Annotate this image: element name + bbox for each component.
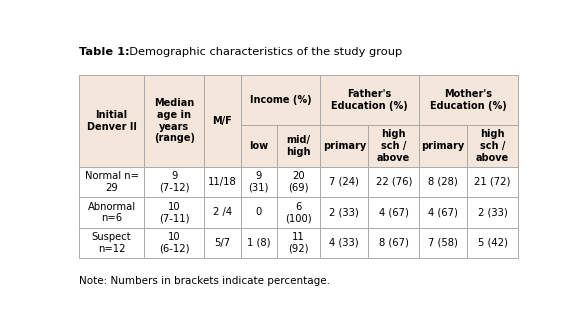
Bar <box>79 197 144 228</box>
Text: 10
(7-11): 10 (7-11) <box>159 202 190 223</box>
Bar <box>205 75 240 166</box>
Bar <box>79 228 144 258</box>
Bar <box>368 166 419 197</box>
Text: 0: 0 <box>255 207 262 217</box>
Text: 22 (76): 22 (76) <box>376 177 412 187</box>
Bar <box>467 197 518 228</box>
Bar <box>205 197 240 228</box>
Text: 8 (28): 8 (28) <box>428 177 458 187</box>
Bar <box>419 75 518 125</box>
Bar <box>144 166 205 197</box>
Bar <box>419 228 467 258</box>
Text: Normal n=
29: Normal n= 29 <box>84 171 139 193</box>
Bar <box>419 166 467 197</box>
Text: 20
(69): 20 (69) <box>288 171 309 193</box>
Text: 6
(100): 6 (100) <box>285 202 312 223</box>
Text: 11
(92): 11 (92) <box>288 232 309 254</box>
Bar <box>368 197 419 228</box>
Text: 10
(6-12): 10 (6-12) <box>159 232 190 254</box>
Bar <box>144 228 205 258</box>
Bar <box>277 197 320 228</box>
Bar <box>368 228 419 258</box>
Text: 8 (67): 8 (67) <box>379 238 409 248</box>
Text: 5/7: 5/7 <box>214 238 231 248</box>
Text: 1 (8): 1 (8) <box>247 238 271 248</box>
Text: Median
age in
years
(range): Median age in years (range) <box>154 98 195 143</box>
Text: high
sch /
above: high sch / above <box>476 129 509 162</box>
Bar <box>240 197 277 228</box>
Text: Table 1:: Table 1: <box>79 47 129 57</box>
Text: 11/18: 11/18 <box>208 177 237 187</box>
Bar <box>467 125 518 166</box>
Bar <box>79 166 144 197</box>
Bar <box>419 197 467 228</box>
Bar <box>79 75 144 166</box>
Text: Initial
Denver II: Initial Denver II <box>87 110 136 132</box>
Text: low: low <box>249 141 268 151</box>
Text: 9
(31): 9 (31) <box>249 171 269 193</box>
Text: 21 (72): 21 (72) <box>475 177 511 187</box>
Text: Note: Numbers in brackets indicate percentage.: Note: Numbers in brackets indicate perce… <box>79 276 330 286</box>
Bar <box>144 197 205 228</box>
Text: Mother's
Education (%): Mother's Education (%) <box>430 89 507 111</box>
Text: Abnormal
n=6: Abnormal n=6 <box>87 202 136 223</box>
Bar <box>277 228 320 258</box>
Text: primary: primary <box>421 141 465 151</box>
Text: 2 /4: 2 /4 <box>213 207 232 217</box>
Text: Father's
Education (%): Father's Education (%) <box>331 89 408 111</box>
Bar <box>320 125 368 166</box>
Text: 4 (67): 4 (67) <box>379 207 409 217</box>
Bar <box>240 125 277 166</box>
Text: 4 (33): 4 (33) <box>329 238 359 248</box>
Text: mid/
high: mid/ high <box>286 135 311 157</box>
Bar <box>240 75 320 125</box>
Bar <box>205 228 240 258</box>
Text: high
sch /
above: high sch / above <box>377 129 410 162</box>
Bar <box>320 166 368 197</box>
Bar <box>277 166 320 197</box>
Text: Income (%): Income (%) <box>250 95 311 105</box>
Bar <box>277 125 320 166</box>
Text: 7 (24): 7 (24) <box>329 177 360 187</box>
Text: 7 (58): 7 (58) <box>428 238 458 248</box>
Bar <box>205 166 240 197</box>
Bar <box>320 75 419 125</box>
Text: Suspect
n=12: Suspect n=12 <box>92 232 131 254</box>
Bar <box>419 125 467 166</box>
Bar <box>467 166 518 197</box>
Text: 2 (33): 2 (33) <box>329 207 359 217</box>
Bar <box>320 197 368 228</box>
Text: 5 (42): 5 (42) <box>477 238 507 248</box>
Text: 4 (67): 4 (67) <box>428 207 458 217</box>
Bar <box>368 125 419 166</box>
Text: primary: primary <box>323 141 366 151</box>
Bar <box>320 228 368 258</box>
Text: Demographic characteristics of the study group: Demographic characteristics of the study… <box>121 47 402 57</box>
Bar <box>144 75 205 166</box>
Text: 2 (33): 2 (33) <box>478 207 507 217</box>
Text: 9
(7-12): 9 (7-12) <box>159 171 190 193</box>
Text: M/F: M/F <box>213 116 232 126</box>
Bar <box>240 228 277 258</box>
Bar <box>240 166 277 197</box>
Bar <box>467 228 518 258</box>
